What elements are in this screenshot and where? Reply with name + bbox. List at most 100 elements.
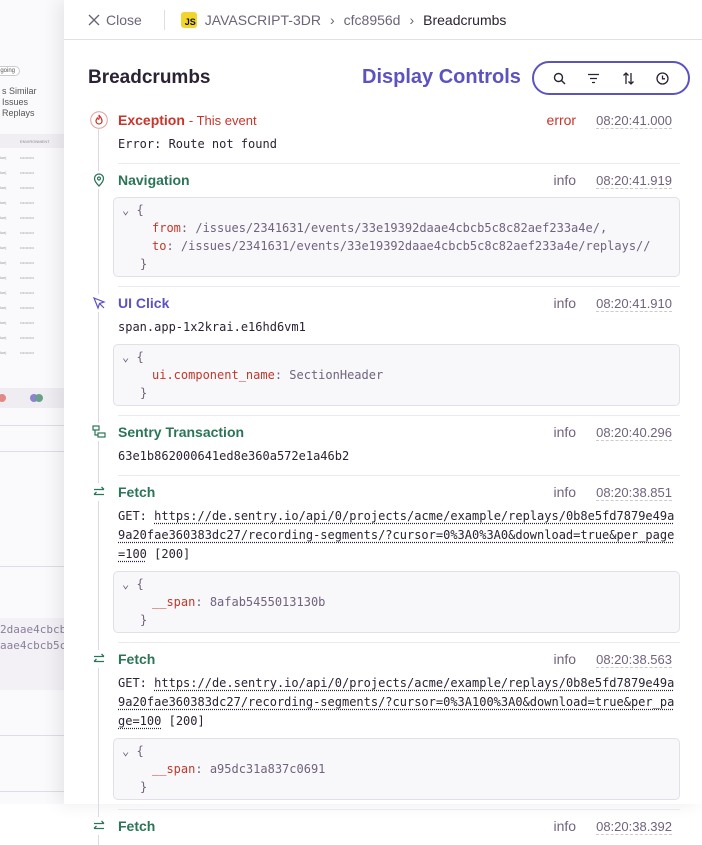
breadcrumb-type: Exception xyxy=(118,112,185,128)
background-table-row: lue| •••••••••• xyxy=(0,200,35,205)
time-format-button[interactable] xyxy=(653,68,673,88)
breadcrumb-item: Navigation info 08:20:41.919 ⌄ { from: /issu… xyxy=(90,164,680,287)
fetch-arrows-icon xyxy=(93,820,105,830)
close-icon xyxy=(88,14,100,25)
breadcrumb-icon-wrap xyxy=(90,817,108,835)
breadcrumb-title-row: UI Click info 08:20:41.910 xyxy=(118,295,680,313)
breadcrumb-icon-wrap xyxy=(90,423,108,441)
breadcrumb-item: Fetch info 08:20:38.563 GET: https://de.sen… xyxy=(90,643,680,810)
breadcrumb-timestamp[interactable]: 08:20:40.296 xyxy=(596,425,672,441)
divider xyxy=(0,566,64,567)
breadcrumb-timestamp[interactable]: 08:20:38.851 xyxy=(596,485,672,501)
request-method: GET: xyxy=(118,509,147,523)
divider xyxy=(0,451,64,452)
fire-icon xyxy=(90,111,108,129)
breadcrumb-message: span.app-1x2krai.e16hd6vm1 xyxy=(118,320,306,334)
breadcrumb-timestamp[interactable]: 08:20:41.000 xyxy=(596,113,672,129)
breadcrumb-level: info xyxy=(553,651,577,667)
dot xyxy=(30,394,38,402)
breadcrumb-level: info xyxy=(553,818,577,834)
fetch-arrows-icon xyxy=(93,653,105,663)
search-button[interactable] xyxy=(549,68,569,88)
breadcrumb-message: Error: Route not found xyxy=(118,137,277,151)
data-value: SectionHeader xyxy=(289,368,384,382)
breadcrumb-item: Fetch info 08:20:38.392 xyxy=(90,810,680,845)
breadcrumb-item: Exception - This event error 08:20:41.000 Er… xyxy=(90,104,680,164)
breadcrumb-icon-wrap xyxy=(90,650,108,668)
timeline-line xyxy=(98,114,99,845)
javascript-icon: JS xyxy=(180,11,197,28)
breadcrumb-timestamp[interactable]: 08:20:38.392 xyxy=(596,819,672,835)
transaction-icon xyxy=(92,425,106,438)
breadcrumb-icon-wrap xyxy=(90,171,108,189)
title-bar: Breadcrumbs Display Controls xyxy=(64,40,702,104)
background-table-row: lue| •••••••••• xyxy=(0,275,35,280)
request-url-link[interactable]: https://de.sentry.io/api/0/projects/acme… xyxy=(118,676,675,728)
request-url-link[interactable]: https://de.sentry.io/api/0/projects/acme… xyxy=(118,509,675,561)
breadcrumb-level: info xyxy=(553,295,577,311)
dot xyxy=(0,394,6,402)
breadcrumb-type: Navigation xyxy=(118,172,190,188)
closing-brace: } xyxy=(140,386,148,400)
collapse-toggle[interactable]: ⌄ { xyxy=(122,744,144,758)
background-table-row: lue| •••••••••• xyxy=(0,215,35,220)
breadcrumb-title-row: Fetch info 08:20:38.392 xyxy=(118,818,680,836)
breadcrumb-project[interactable]: JAVASCRIPT-3DR xyxy=(204,11,321,28)
breadcrumb-message: GET: https://de.sentry.io/api/0/projects… xyxy=(118,674,680,731)
divider xyxy=(163,9,165,30)
breadcrumb-type: Fetch xyxy=(118,818,156,834)
breadcrumb-title-row: Navigation info 08:20:41.919 xyxy=(118,172,680,190)
breadcrumb-type: Sentry Transaction xyxy=(118,424,245,440)
breadcrumb-list: Exception - This event error 08:20:41.000 Er… xyxy=(64,104,702,845)
breadcrumb-timestamp[interactable]: 08:20:38.563 xyxy=(596,652,672,668)
collapse-toggle[interactable]: ⌄ { xyxy=(122,350,144,364)
background-tabs: s Similar Issues Replays xyxy=(2,86,37,118)
background-table-row: lue| •••••••••• xyxy=(0,170,35,175)
breadcrumb-timestamp[interactable]: 08:20:41.919 xyxy=(596,173,672,189)
breadcrumb-data: ⌄ {ui.component_name: SectionHeader} xyxy=(113,344,680,406)
dot xyxy=(35,394,43,402)
background-table-row: lue| •••••••••• xyxy=(0,260,35,265)
data-entry: from: /issues/2341631/events/33e19392daa… xyxy=(152,221,608,235)
code-line: 2daae4cbcb xyxy=(0,623,64,636)
close-button[interactable]: Close xyxy=(88,12,142,28)
breadcrumb-current: Breadcrumbs xyxy=(423,11,507,28)
data-entry: __span: a95dc31a837c0691 xyxy=(152,762,326,776)
breadcrumb-type: Fetch xyxy=(118,651,156,667)
collapse-toggle[interactable]: ⌄ { xyxy=(122,577,144,591)
background-table-row: lue| •••••••••• xyxy=(0,155,35,160)
closing-brace: } xyxy=(140,613,148,627)
collapse-toggle[interactable]: ⌄ { xyxy=(122,203,144,217)
display-controls xyxy=(532,61,690,95)
breadcrumb-icon-wrap xyxy=(90,294,108,312)
data-key: __span xyxy=(152,595,196,609)
background-table-row: lue| •••••••••• xyxy=(0,350,35,355)
breadcrumb-level: error xyxy=(546,112,577,128)
breadcrumb-data: ⌄ { from: /issues/2341631/events/33e19392… xyxy=(113,197,680,277)
closing-brace: } xyxy=(140,257,148,271)
location-pin-icon xyxy=(93,173,105,187)
background-table-row: lue| •••••••••• xyxy=(0,320,35,325)
breadcrumb-item: Fetch info 08:20:38.851 GET: https://de.sen… xyxy=(90,476,680,643)
data-value: /issues/2341631/events/33e19392daae4cbcb… xyxy=(180,239,651,253)
data-value: 8afab5455013130b xyxy=(209,595,326,609)
this-event-label: - This event xyxy=(188,113,257,128)
filter-icon xyxy=(588,73,600,83)
closing-brace: } xyxy=(140,780,148,794)
background-page: ngoing s Similar Issues Replays ENVIRONM… xyxy=(0,0,64,804)
request-method: GET: xyxy=(118,676,147,690)
filter-button[interactable] xyxy=(584,68,604,88)
breadcrumb-timestamp[interactable]: 08:20:41.910 xyxy=(596,296,672,312)
background-table-row: lue| •••••••••• xyxy=(0,335,35,340)
data-key: to xyxy=(152,239,167,253)
data-key: from xyxy=(152,221,181,235)
breadcrumb-item: Sentry Transaction info 08:20:40.296 63e1b8… xyxy=(90,416,680,476)
divider xyxy=(0,791,64,792)
drawer-header: Close JS JAVASCRIPT-3DR › cfc8956d › Bre… xyxy=(64,0,702,40)
breadcrumb-event[interactable]: cfc8956d xyxy=(343,11,401,28)
background-table-row: lue| •••••••••• xyxy=(0,185,35,190)
sort-button[interactable] xyxy=(618,68,638,88)
close-label: Close xyxy=(106,11,142,28)
divider xyxy=(0,735,64,736)
breadcrumb-type: UI Click xyxy=(118,295,170,311)
